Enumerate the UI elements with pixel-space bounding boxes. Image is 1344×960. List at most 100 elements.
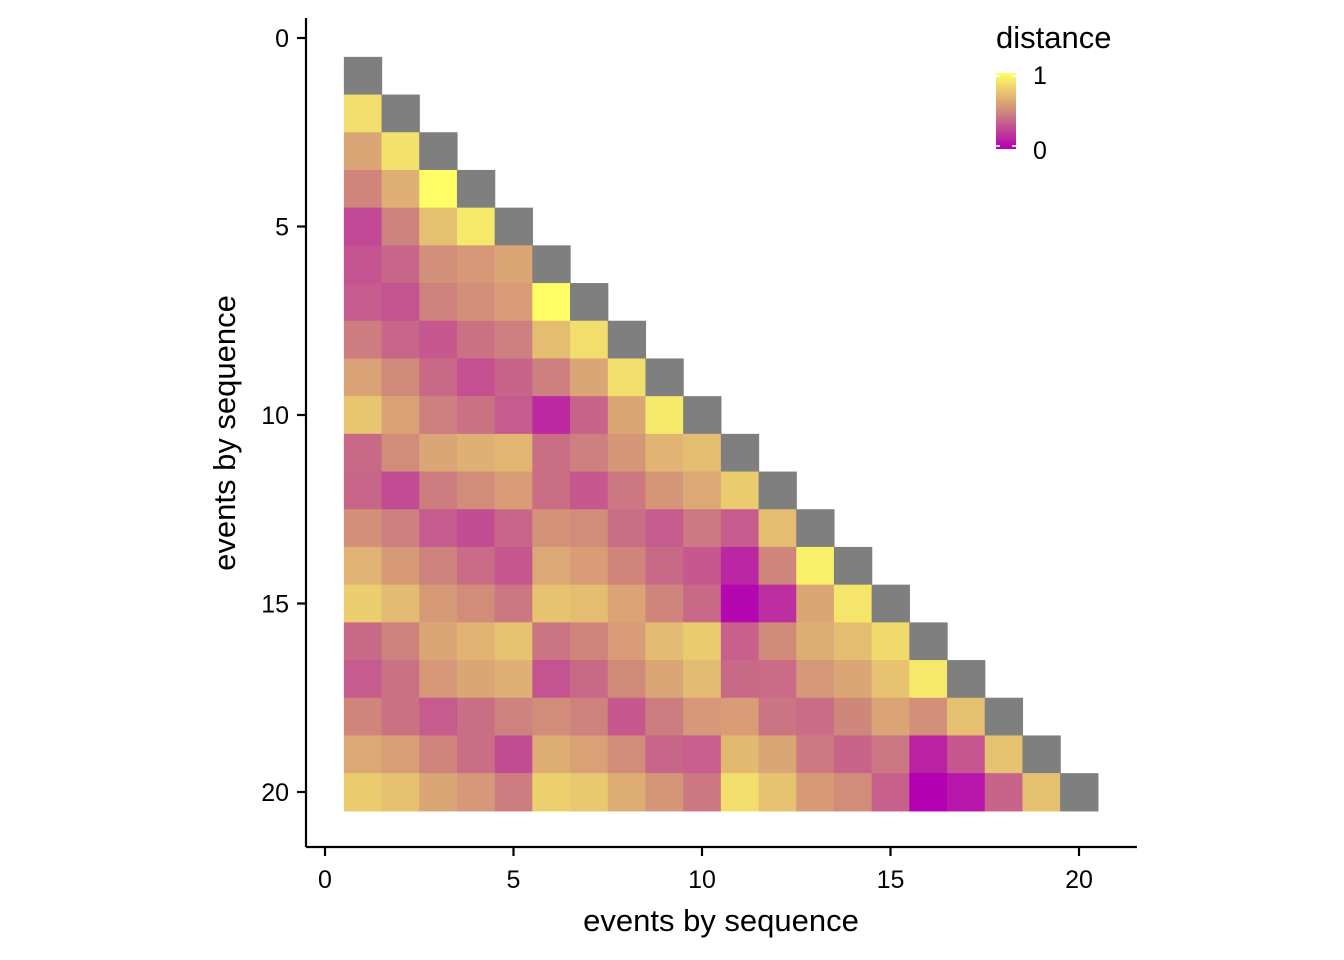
y-tick-label: 0 <box>275 25 289 53</box>
heatmap-cell <box>796 697 835 737</box>
heatmap-cell <box>494 433 533 473</box>
heatmap-cell <box>494 320 533 360</box>
heatmap-cell <box>494 396 533 435</box>
heatmap-cell <box>419 169 458 209</box>
heatmap-cell <box>683 735 722 774</box>
heatmap-cell <box>607 660 647 699</box>
heatmap-cell <box>570 358 609 397</box>
heatmap-cell <box>871 660 910 699</box>
heatmap-cell <box>607 509 647 548</box>
heatmap-cell <box>343 169 383 209</box>
heatmap-cell <box>570 509 609 548</box>
heatmap-cell <box>720 584 760 623</box>
heatmap-cell <box>984 735 1024 774</box>
heatmap-cell <box>419 697 458 737</box>
heatmap-cell <box>570 584 609 623</box>
heatmap-cell <box>871 735 910 774</box>
heatmap-cell <box>871 697 910 737</box>
heatmap-cell <box>343 773 383 812</box>
x-axis-ticks: 0 5 10 15 20 <box>318 847 1093 894</box>
legend-label-min: 0 <box>1033 137 1047 165</box>
heatmap-cell <box>381 169 420 209</box>
heatmap-cell <box>683 433 722 473</box>
heatmap-cell <box>645 509 684 548</box>
heatmap-cell <box>532 735 571 774</box>
heatmap-cell <box>570 660 609 699</box>
x-tick-label: 20 <box>1065 866 1093 894</box>
heatmap-cell <box>720 773 760 812</box>
heatmap-diagonal-cell <box>494 207 533 246</box>
heatmap-cell <box>419 773 458 812</box>
heatmap-cell <box>456 509 496 548</box>
heatmap-cell <box>683 584 722 623</box>
heatmap-cell <box>381 471 420 510</box>
heatmap-cell <box>683 660 722 699</box>
heatmap-cell <box>456 471 496 510</box>
heatmap-cell <box>532 396 571 435</box>
y-axis-title: events by sequence <box>207 295 242 571</box>
heatmap-diagonal-cell <box>343 56 383 96</box>
y-tick-label: 5 <box>275 214 289 242</box>
heatmap-cell <box>532 471 571 510</box>
heatmap-cell <box>343 471 383 510</box>
heatmap-cell <box>645 773 684 812</box>
heatmap-diagonal-cell <box>607 320 647 360</box>
heatmap-cell <box>645 471 684 510</box>
heatmap-cell <box>570 320 609 360</box>
heatmap-cell <box>683 509 722 548</box>
heatmap-cell <box>532 433 571 473</box>
heatmap-cell <box>645 546 684 586</box>
heatmap-cell <box>381 245 420 284</box>
heatmap-cell <box>532 358 571 397</box>
heatmap-cell <box>607 546 647 586</box>
heatmap-cell <box>494 546 533 586</box>
heatmap-cell <box>570 396 609 435</box>
heatmap-cell <box>343 358 383 397</box>
heatmap-cell <box>343 320 383 360</box>
heatmap-cell <box>456 207 496 246</box>
heatmap-cell <box>381 622 420 661</box>
heatmap-cell <box>343 132 383 171</box>
heatmap-cell <box>758 697 797 737</box>
heatmap-diagonal-cell <box>683 396 722 435</box>
heatmap-cell <box>871 773 910 812</box>
heatmap-cell <box>683 697 722 737</box>
y-tick-label: 20 <box>261 779 289 807</box>
heatmap-cell <box>607 773 647 812</box>
heatmap-cell <box>645 697 684 737</box>
heatmap-cell <box>456 320 496 360</box>
heatmap-cell <box>419 320 458 360</box>
heatmap-cell <box>607 622 647 661</box>
heatmap-cell <box>494 735 533 774</box>
heatmap-cell <box>645 396 684 435</box>
heatmap-cell <box>796 622 835 661</box>
heatmap-cell <box>381 320 420 360</box>
heatmap-cell <box>645 660 684 699</box>
heatmap-cell <box>381 433 420 473</box>
heatmap-cell <box>909 697 948 737</box>
heatmap-cell <box>532 509 571 548</box>
heatmap-cell <box>607 735 647 774</box>
heatmap-cell <box>419 584 458 623</box>
heatmap-cell <box>456 773 496 812</box>
y-tick-label: 15 <box>261 591 289 619</box>
heatmap-cell <box>494 584 533 623</box>
heatmap-cell <box>607 358 647 397</box>
heatmap-cell <box>343 584 383 623</box>
heatmap-cell <box>419 396 458 435</box>
heatmap-diagonal-cell <box>796 509 835 548</box>
heatmap-diagonal-cell <box>720 433 760 473</box>
heatmap-diagonal-cell <box>1060 773 1099 812</box>
heatmap-cell <box>494 622 533 661</box>
heatmap-cell <box>1022 773 1061 812</box>
heatmap-cell <box>909 735 948 774</box>
heatmap-cell <box>381 584 420 623</box>
heatmap-cell <box>758 660 797 699</box>
heatmap-cell <box>343 433 383 473</box>
heatmap-diagonal-cell <box>833 546 873 586</box>
heatmap-diagonal-cell <box>381 94 420 133</box>
heatmap-diagonal-cell <box>645 358 684 397</box>
x-axis-title: events by sequence <box>583 903 859 938</box>
heatmap-cell <box>494 660 533 699</box>
